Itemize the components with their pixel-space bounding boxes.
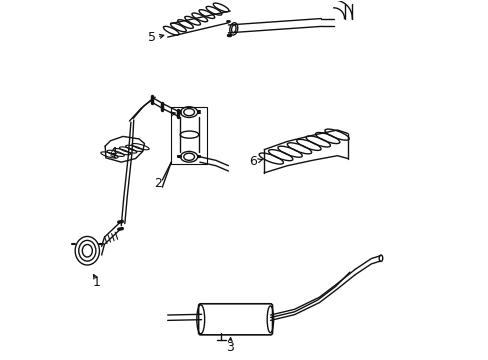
Text: 1: 1	[92, 276, 100, 289]
Text: 2: 2	[154, 177, 162, 190]
Text: 3: 3	[226, 341, 234, 354]
Bar	[171, 107, 206, 164]
Text: 4: 4	[110, 146, 118, 159]
Text: 5: 5	[147, 31, 155, 44]
Text: 6: 6	[249, 155, 257, 168]
